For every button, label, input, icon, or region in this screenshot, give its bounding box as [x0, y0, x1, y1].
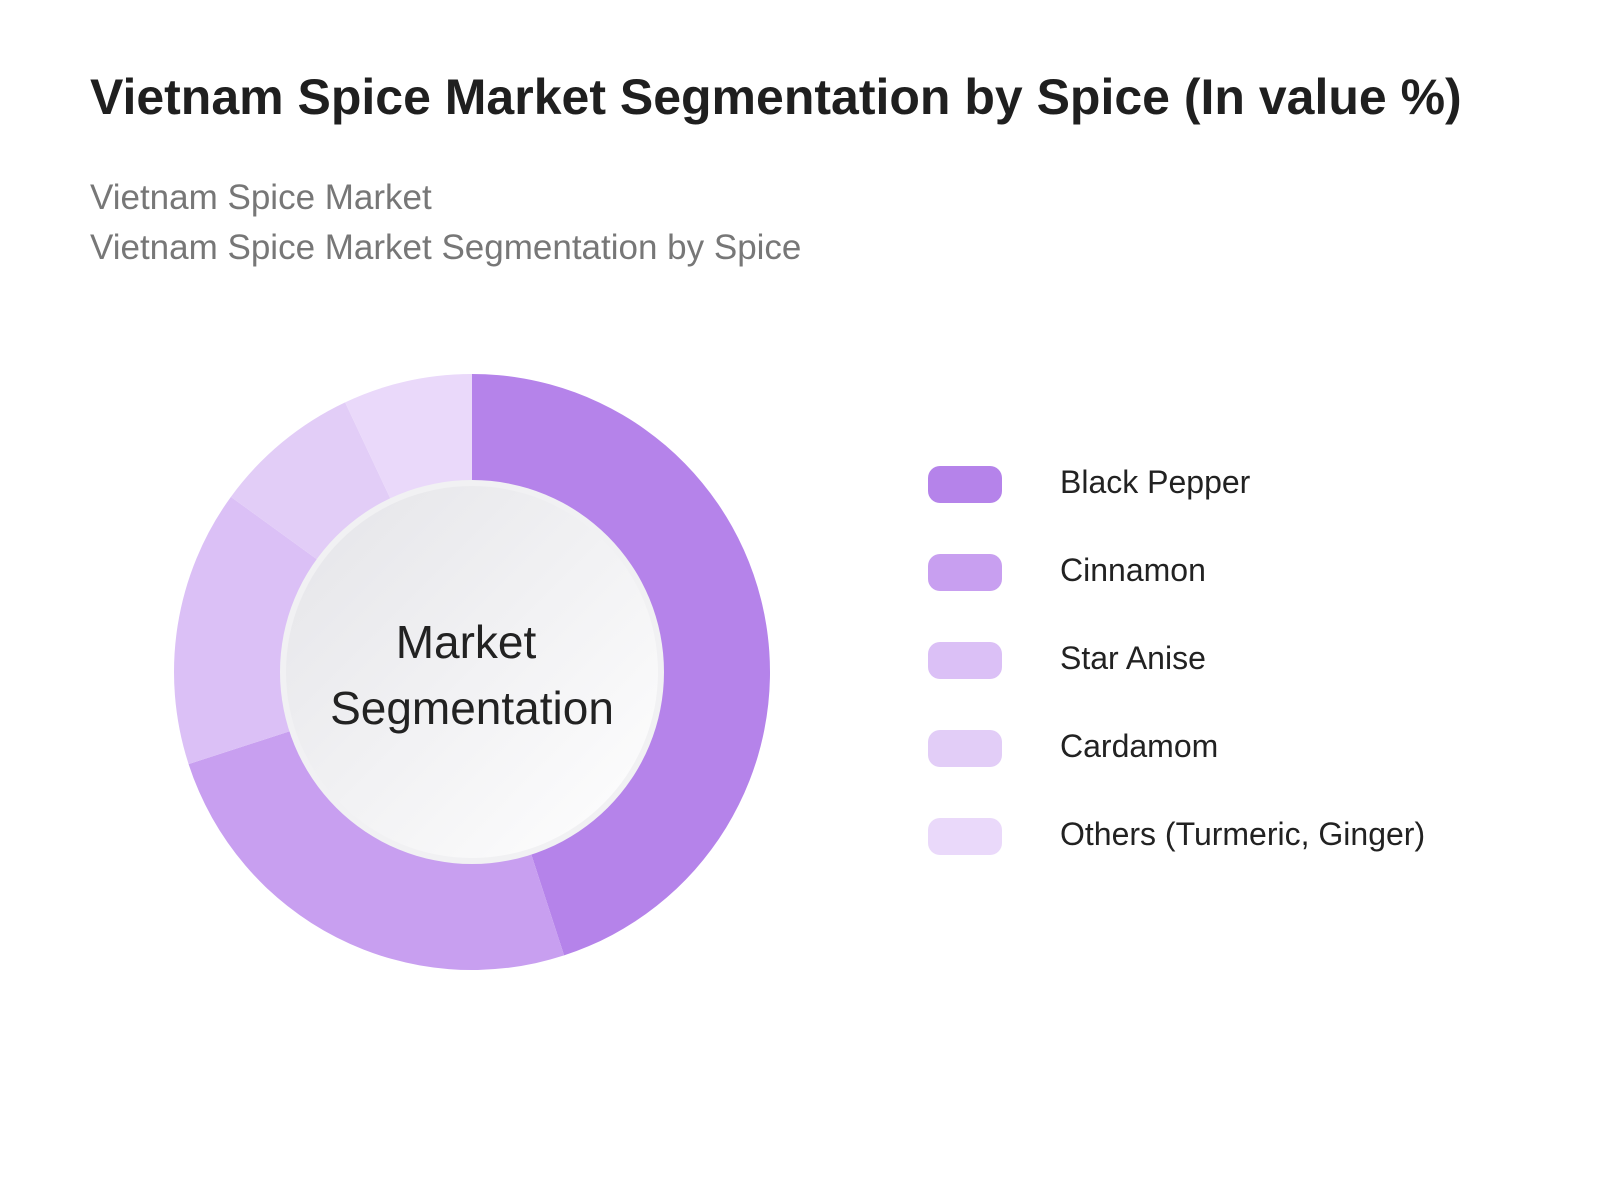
legend-label-black-pepper: Black Pepper	[1060, 464, 1251, 500]
legend-label-others: Others (Turmeric, Ginger)	[1060, 816, 1426, 852]
legend-swatch-cardamom	[928, 730, 1002, 767]
legend-swatch-black-pepper	[928, 466, 1002, 503]
chart-subtitle-market: Vietnam Spice Market	[90, 178, 432, 217]
donut-chart: Market Segmentation	[173, 374, 771, 970]
legend-label-star-anise: Star Anise	[1060, 640, 1206, 676]
chart-subtitle-segmentation: Vietnam Spice Market Segmentation by Spi…	[90, 228, 802, 267]
legend-label-cinnamon: Cinnamon	[1060, 552, 1206, 588]
donut-slice-others-turmeric-ginger	[345, 374, 472, 504]
legend-swatch-cinnamon	[928, 554, 1002, 591]
center-label-segmentation: Segmentation	[330, 682, 614, 734]
center-disc	[286, 486, 658, 858]
chart-title: Vietnam Spice Market Segmentation by Spi…	[90, 69, 1462, 125]
legend-swatch-others	[928, 818, 1002, 855]
legend-label-cardamom: Cardamom	[1060, 728, 1219, 764]
donut-slice-cinnamon	[188, 729, 565, 970]
center-label-market: Market	[396, 616, 537, 668]
legend-swatch-star-anise	[928, 642, 1002, 679]
donut-slice-black-pepper	[472, 374, 771, 956]
